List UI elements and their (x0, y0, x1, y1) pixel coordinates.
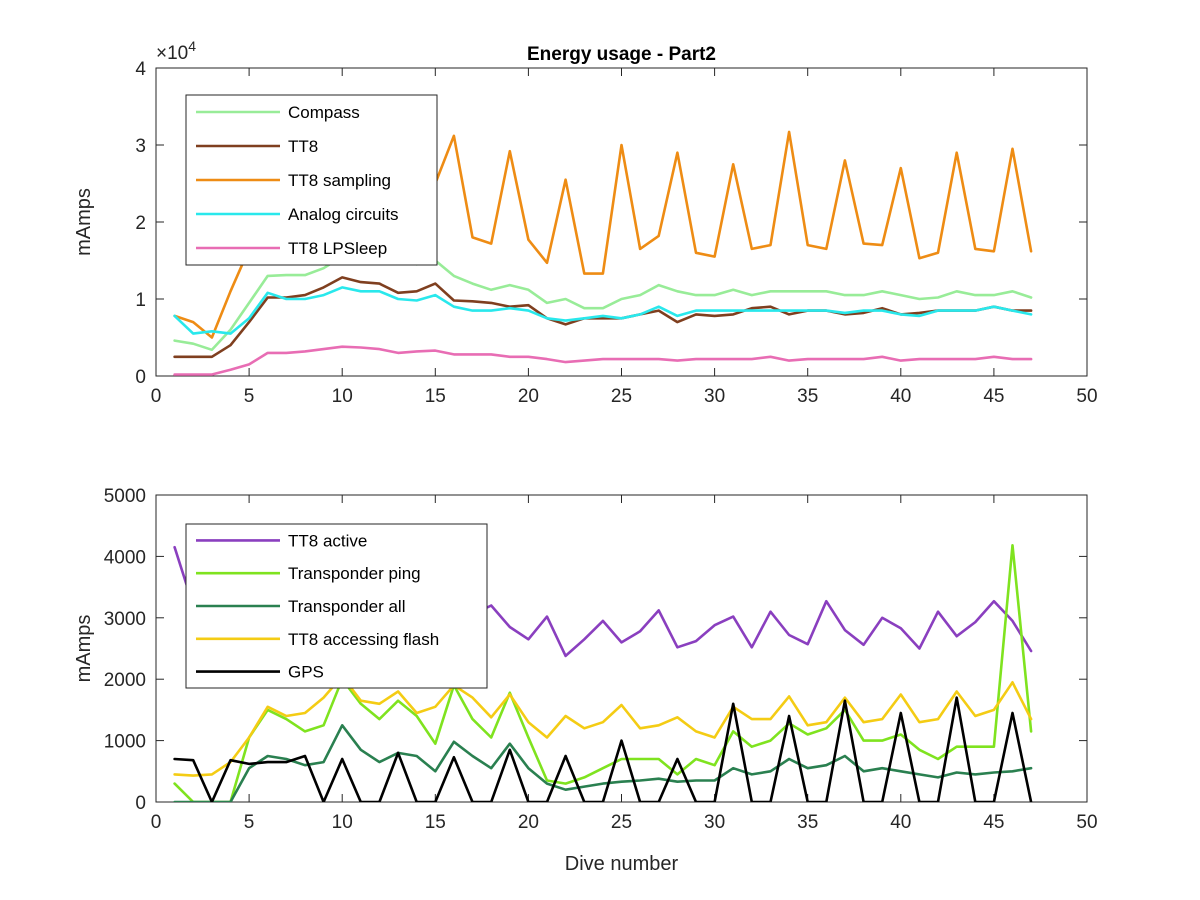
series-line-tt8-lpsleep (173, 345, 1033, 376)
x-tick-label: 50 (1076, 386, 1097, 407)
x-tick-label: 40 (890, 386, 911, 407)
y-tick-label: 0 (135, 793, 146, 814)
x-tick-label: 30 (704, 812, 725, 833)
legend: TT8 active Transponder ping Transponder al… (185, 523, 488, 689)
legend-label: TT8 accessing flash (288, 630, 439, 649)
y-exponent-power: 4 (188, 38, 196, 54)
x-tick-label: 45 (983, 386, 1004, 407)
series-line-compass (173, 255, 1033, 352)
legend-label: Compass (288, 103, 360, 122)
y-tick-label: 4000 (104, 547, 146, 568)
y-tick-label: 1000 (104, 732, 146, 753)
x-tick-label: 0 (151, 386, 162, 407)
x-tick-label: 20 (518, 386, 539, 407)
legend-label: Transponder ping (288, 564, 421, 583)
x-axis-label: Dive number (565, 853, 679, 875)
legend: Compass TT8 TT8 sampling Analog circuits TT8… (185, 94, 438, 266)
y-tick-label: 1 (135, 290, 146, 311)
x-tick-label: 25 (611, 812, 632, 833)
series-line-analog-circuits (173, 286, 1033, 335)
x-tick-label: 35 (797, 812, 818, 833)
y-tick-label: 4 (135, 59, 146, 80)
x-tick-label: 20 (518, 812, 539, 833)
legend-label: TT8 LPSleep (288, 239, 387, 258)
legend-label: Transponder all (288, 597, 406, 616)
y-axis-label: mAmps (73, 615, 95, 683)
x-tick-label: 15 (425, 386, 446, 407)
legend-label: TT8 (288, 137, 318, 156)
x-tick-label: 5 (244, 386, 255, 407)
chart-2: 0 5 10 15 20 25 30 35 40 45 50 0 1000 2000 3000 4000 500… (73, 486, 1098, 875)
x-tick-label: 5 (244, 812, 255, 833)
series-line-transponder-ping (173, 543, 1033, 802)
x-tick-label: 35 (797, 386, 818, 407)
x-tick-label: 45 (983, 812, 1004, 833)
legend-label: TT8 sampling (288, 171, 391, 190)
y-axis-label: mAmps (73, 188, 95, 256)
y-tick-label: 2 (135, 213, 146, 234)
y-tick-label: 0 (135, 367, 146, 388)
x-tick-label: 25 (611, 386, 632, 407)
series-group (173, 130, 1033, 376)
legend-label: Analog circuits (288, 205, 399, 224)
series-line-tt8-accessing-flash (173, 674, 1033, 777)
x-tick-label: 10 (332, 812, 353, 833)
y-tick-label: 2000 (104, 670, 146, 691)
series-line-tt8 (173, 276, 1033, 359)
y-tick-label: 3 (135, 136, 146, 157)
y-tick-label: 3000 (104, 609, 146, 630)
y-exponent-label: ×104 (156, 38, 196, 64)
x-tick-label: 0 (151, 812, 162, 833)
x-tick-label: 10 (332, 386, 353, 407)
x-tick-label: 15 (425, 812, 446, 833)
x-tick-label: 40 (890, 812, 911, 833)
y-tick-label: 5000 (104, 486, 146, 507)
legend-label: TT8 active (288, 531, 367, 550)
series-line-gps (173, 696, 1033, 802)
x-tick-label: 50 (1076, 812, 1097, 833)
x-tick-label: 30 (704, 386, 725, 407)
y-exponent-base: ×10 (156, 43, 188, 64)
legend-label: GPS (288, 663, 324, 682)
chart-title: Energy usage - Part2 (527, 44, 716, 65)
